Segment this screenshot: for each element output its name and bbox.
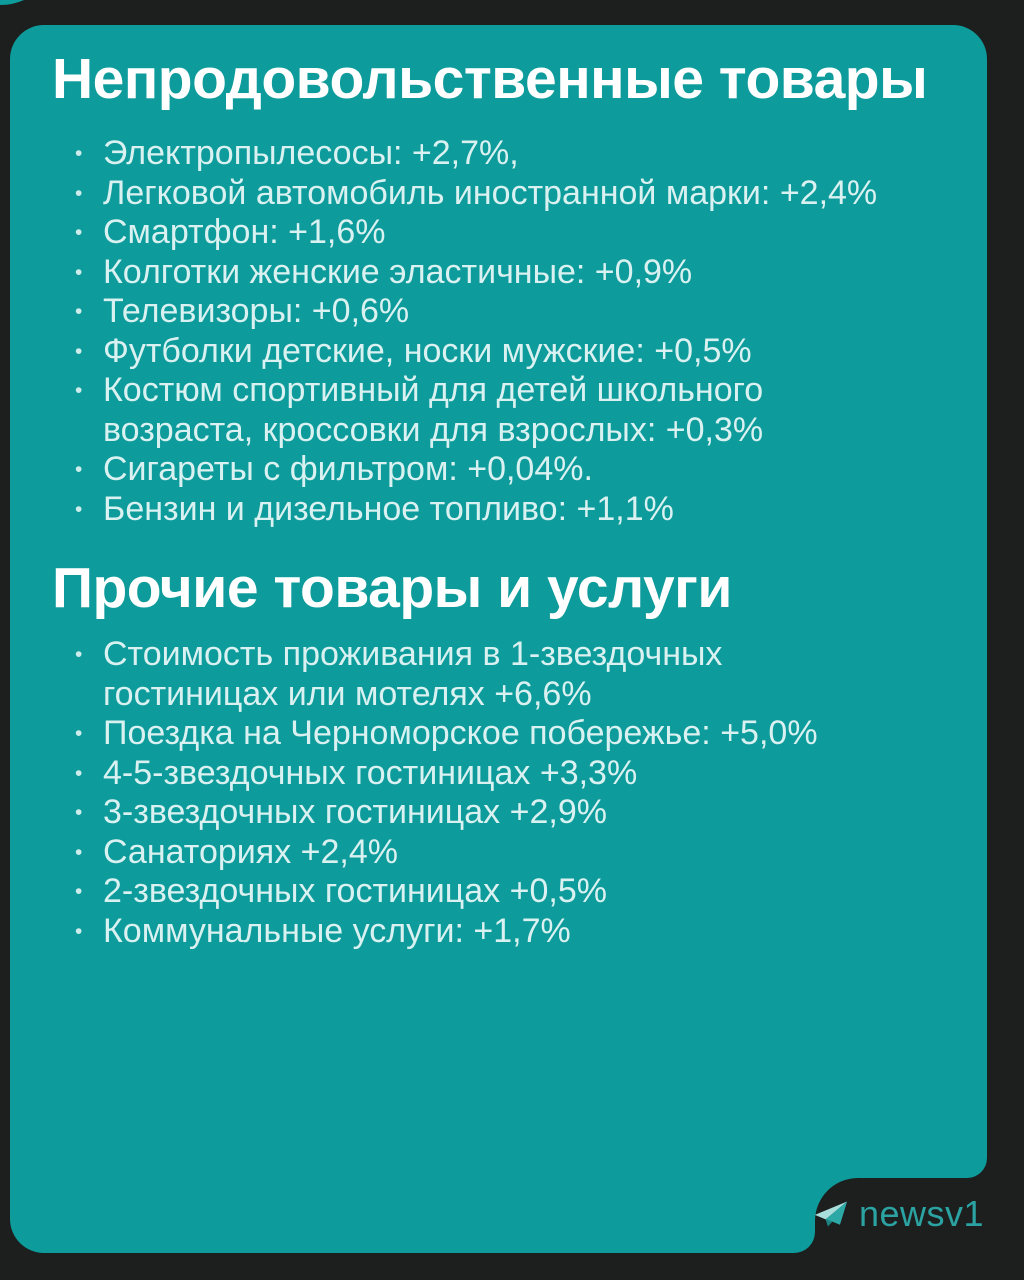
list-item-text: 3-звездочных гостиницах +2,9% xyxy=(103,793,607,831)
bullet-icon: • xyxy=(75,880,83,903)
list-item-text: Колготки женские эластичные: +0,9% xyxy=(103,252,693,291)
channel-watermark: newsv1 xyxy=(814,1194,984,1234)
list-item-text: Футболки детские, носки мужские: +0,5% xyxy=(103,331,752,370)
list-item: • Костюм спортивный для детей школьного в… xyxy=(52,371,957,450)
list-item-text: Электропылесосы: +2,7%, xyxy=(103,134,519,172)
list-item-text: 2-звездочных гостиницах +0,5% xyxy=(103,872,607,910)
list-item-text: Поездка на Черноморское побережье: +5,0% xyxy=(103,714,818,752)
list-item: • Колготки женские эластичные: +0,9% xyxy=(52,253,957,293)
bullet-icon: • xyxy=(75,840,83,864)
list-item: • 4-5-звездочных гостиницах +3,3% xyxy=(52,754,957,794)
list-item: • 2-звездочных гостиницах +0,5% xyxy=(52,872,957,912)
list-item: • Коммунальные услуги: +1,7% xyxy=(52,912,957,952)
bullet-icon: • xyxy=(75,722,83,745)
telegram-plane-icon xyxy=(814,1201,848,1227)
section-title-other-goods-services: Прочие товары и услуги xyxy=(52,556,732,620)
list-item-text: Стоимость проживания в 1-звездочных гост… xyxy=(103,635,723,713)
bullet-icon: • xyxy=(75,142,83,165)
list-item: • Стоимость проживания в 1-звездочных гос… xyxy=(52,635,957,714)
bullet-icon: • xyxy=(75,379,83,402)
list-item: • Электропылесосы: +2,7%, xyxy=(52,134,957,174)
section-title-nonfood-goods: Непродовольственные товары xyxy=(52,47,928,111)
list-item: • 3-звездочных гостиницах +2,9% xyxy=(52,793,957,833)
channel-name: newsv1 xyxy=(859,1193,985,1234)
list-item-text: Телевизоры: +0,6% xyxy=(103,292,410,330)
list-item-text: Бензин и дизельное топливо: +1,1% xyxy=(103,489,674,528)
list-item: • Легковой автомобиль иностранной марки: … xyxy=(52,174,957,214)
other-goods-services-list: • Стоимость проживания в 1-звездочных гос… xyxy=(52,635,957,951)
cropped-card-remnant xyxy=(0,0,24,5)
list-item: • Смартфон: +1,6% xyxy=(52,213,957,253)
bullet-icon: • xyxy=(75,221,83,244)
list-item-text: Коммунальные услуги: +1,7% xyxy=(103,911,571,950)
list-item: • Поездка на Черноморское побережье: +5,0… xyxy=(52,714,957,754)
card-panel xyxy=(10,25,987,1253)
list-item: • Футболки детские, носки мужские: +0,5% xyxy=(52,332,957,372)
bullet-icon: • xyxy=(75,260,83,284)
bullet-icon: • xyxy=(75,300,83,323)
list-item-text: Санаториях +2,4% xyxy=(103,832,398,871)
bullet-icon: • xyxy=(75,181,83,205)
bullet-icon: • xyxy=(75,801,83,824)
bullet-icon: • xyxy=(75,497,83,521)
list-item-text: Костюм спортивный для детей школьного во… xyxy=(103,371,764,449)
list-item-text: Сигареты с фильтром: +0,04%. xyxy=(103,450,593,488)
list-item-text: Смартфон: +1,6% xyxy=(103,213,386,251)
list-item: • Бензин и дизельное топливо: +1,1% xyxy=(52,490,957,530)
list-item: • Сигареты с фильтром: +0,04%. xyxy=(52,450,957,490)
bullet-icon: • xyxy=(75,339,83,363)
bullet-icon: • xyxy=(75,643,83,666)
bullet-icon: • xyxy=(75,458,83,481)
card-content: Непродовольственные товары • Электропылес… xyxy=(52,48,957,951)
list-item: • Телевизоры: +0,6% xyxy=(52,292,957,332)
list-item-text: Легковой автомобиль иностранной марки: +… xyxy=(103,173,878,212)
bullet-icon: • xyxy=(75,761,83,785)
nonfood-goods-list: • Электропылесосы: +2,7%, • Легковой автомо… xyxy=(52,134,957,529)
list-item: • Санаториях +2,4% xyxy=(52,833,957,873)
list-item-text: 4-5-звездочных гостиницах +3,3% xyxy=(103,753,638,792)
bullet-icon: • xyxy=(75,919,83,943)
